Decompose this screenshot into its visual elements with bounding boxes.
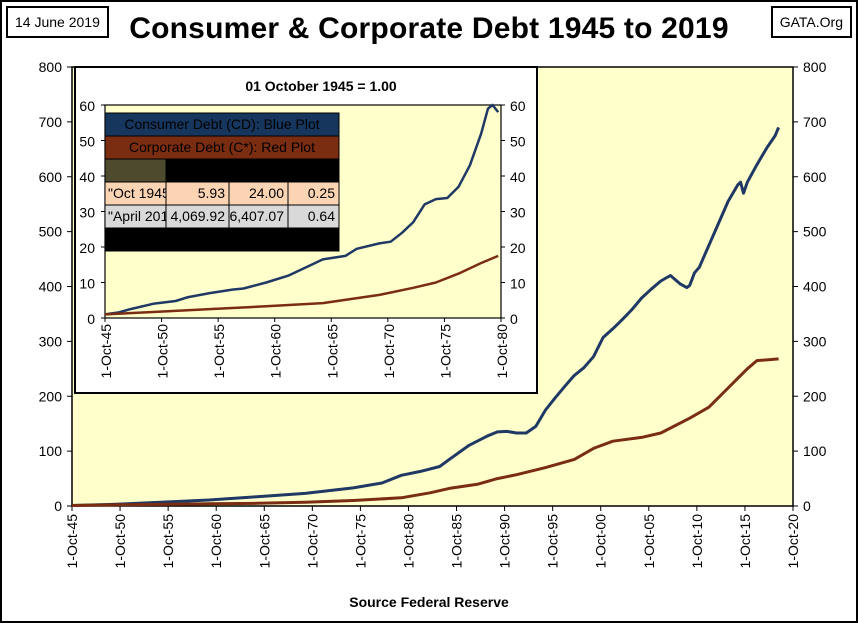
inset-y-tick-label-right: 10: [510, 276, 526, 292]
y-tick-label-left: 600: [39, 169, 63, 185]
corporate-debt-line: [71, 357, 779, 507]
y-tick-label-right: 700: [803, 114, 827, 130]
inset-y-tick-label-right: 20: [510, 240, 526, 256]
inset-y-tick-label-left: 60: [79, 98, 95, 114]
x-axis-title: Source Federal Reserve: [349, 594, 509, 610]
legend-header-text: CD / C*: [290, 162, 338, 178]
y-tick-label-right: 800: [803, 59, 827, 75]
legend-corporate-label: Corporate Debt (C*): Red Plot: [129, 139, 315, 155]
x-tick-label: 1-Oct-70: [304, 514, 320, 569]
date-label: 14 June 2019: [6, 6, 109, 38]
y-tick-label-right: 100: [803, 443, 827, 459]
legend-header-text: C* $Bils: [234, 162, 284, 178]
legend-row-value: 0.64: [308, 208, 335, 224]
x-tick-label: 1-Oct-50: [112, 514, 128, 569]
y-tick-label-left: 0: [54, 498, 62, 514]
inset-y-tick-label-left: 50: [79, 134, 95, 150]
inset-y-tick-label-left: 30: [79, 205, 95, 221]
inset-x-tick-label: 1-Oct-60: [268, 324, 284, 379]
inset-y-tick-label-left: 20: [79, 240, 95, 256]
inset-y-tick-label-left: 40: [79, 169, 95, 185]
legend-row-value: 24.00: [249, 185, 284, 201]
y-tick-label-right: 400: [803, 279, 827, 295]
x-tick-label: 1-Oct-80: [400, 514, 416, 569]
legend-header-cell: [104, 158, 167, 183]
legend-header-text: CD $Bils: [170, 162, 224, 178]
inset-x-tick-label: 1-Oct-45: [98, 324, 114, 379]
x-tick-label: 1-Oct-60: [208, 514, 224, 569]
legend-row-value: 5.93: [198, 185, 225, 201]
y-tick-label-left: 700: [39, 114, 63, 130]
y-tick-label-right: 0: [803, 498, 811, 514]
inset-y-tick-label-right: 50: [510, 134, 526, 150]
source-site-label: GATA.Org: [770, 6, 852, 38]
x-tick-label: 1-Oct-05: [641, 514, 657, 569]
inset-x-tick-label: 1-Oct-50: [155, 324, 171, 379]
y-tick-label-left: 400: [39, 279, 63, 295]
inset-y-tick-label-right: 30: [510, 205, 526, 221]
inset-x-tick-label: 1-Oct-65: [324, 324, 340, 379]
x-tick-label: 1-Oct-90: [497, 514, 513, 569]
inset-x-tick-label: 1-Oct-80: [494, 324, 510, 379]
x-tick-label: 1-Oct-95: [545, 514, 561, 569]
y-tick-label-left: 800: [39, 59, 63, 75]
y-tick-label-right: 600: [803, 169, 827, 185]
x-tick-label: 1-Oct-85: [449, 514, 465, 569]
x-tick-label: 1-Oct-20: [785, 514, 801, 569]
y-tick-label-left: 500: [39, 224, 63, 240]
x-tick-label: 1-Oct-55: [160, 514, 176, 569]
inset-y-tick-label-left: 0: [87, 311, 95, 327]
x-tick-label: 1-Oct-75: [352, 514, 368, 569]
legend-row-value: 0.25: [308, 185, 335, 201]
x-tick-label: 1-Oct-10: [689, 514, 705, 569]
y-tick-label-right: 200: [803, 388, 827, 404]
y-tick-label-left: 100: [39, 443, 63, 459]
inset-y-tick-label-left: 10: [79, 276, 95, 292]
x-tick-label: 1-Oct-45: [64, 514, 80, 569]
inset-y-tick-label-right: 60: [510, 98, 526, 114]
inset-consumer-debt-line: [104, 103, 500, 316]
inset-title: 01 October 1945 = 1.00: [245, 78, 397, 94]
inset-y-tick-label-right: 40: [510, 169, 526, 185]
chart-title: Consumer & Corporate Debt 1945 to 2019: [129, 12, 729, 45]
inset-x-tick-label: 1-Oct-75: [437, 324, 453, 379]
consumer-debt-line: [71, 126, 780, 507]
x-tick-label: 1-Oct-15: [737, 514, 753, 569]
legend-row-label: "Oct 1945: [108, 185, 170, 201]
y-tick-label-left: 300: [39, 333, 63, 349]
y-tick-label-left: 200: [39, 388, 63, 404]
legend-row-value: 6,407.07: [230, 208, 285, 224]
legend-consumer-label: Consumer Debt (CD): Blue Plot: [124, 116, 319, 132]
legend-row-label: "April 2019: [108, 208, 176, 224]
y-tick-label-right: 500: [803, 224, 827, 240]
x-tick-label: 1-Oct-00: [593, 514, 609, 569]
inset-x-tick-label: 1-Oct-70: [381, 324, 397, 379]
inset-corporate-debt-line: [104, 254, 499, 316]
y-tick-label-right: 300: [803, 333, 827, 349]
x-tick-label: 1-Oct-65: [256, 514, 272, 569]
inset-y-tick-label-right: 0: [510, 311, 518, 327]
inset-x-tick-label: 1-Oct-55: [211, 324, 227, 379]
legend-credit-row: [104, 227, 340, 252]
legend-row-value: 4,069.92: [171, 208, 226, 224]
legend-credit-text: Graphic by Mark J. Lundeen: [134, 231, 310, 247]
